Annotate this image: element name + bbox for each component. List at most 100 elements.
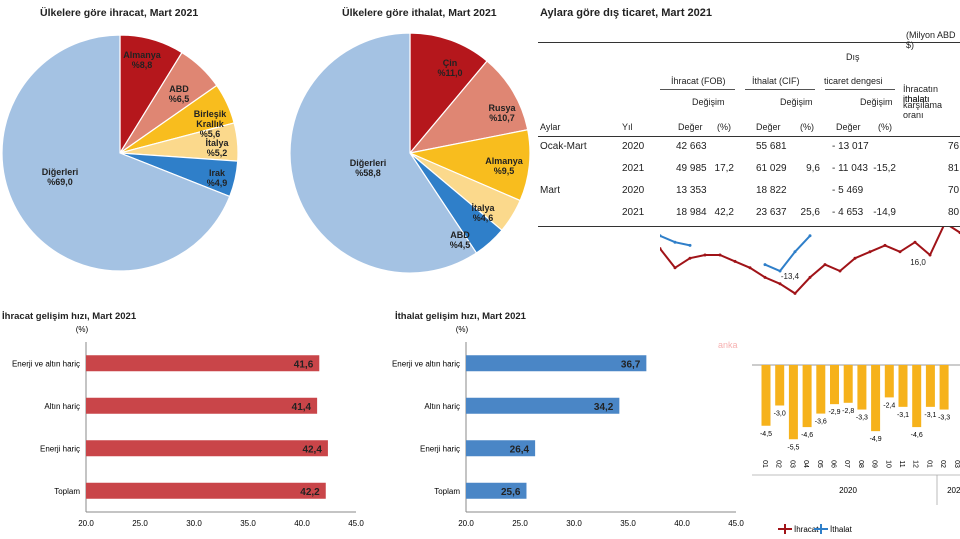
table-cell-r4-c6: 25,6: [800, 207, 820, 218]
import-growth-category-4: Toplam: [434, 487, 460, 496]
export-growth-tick-5: 40.0: [294, 519, 310, 528]
balance-value-9: -4,9: [870, 436, 882, 443]
th-balance-1b: Dış: [846, 52, 860, 62]
import-growth-bar-1: [466, 355, 647, 372]
import-pie-label-6: Diğerleri %58,8: [350, 158, 387, 178]
line-point-exports-4: [703, 253, 707, 257]
import-pie-slice-6: [290, 32, 478, 274]
line-point-exports-2: [673, 266, 677, 270]
table-cell-r2-c3: 49 985: [676, 163, 707, 174]
table-cell-r3-c1: Mart: [540, 185, 560, 196]
th-pct-2: (%): [800, 122, 814, 132]
import-growth-category-3: Enerji hariç: [420, 444, 460, 453]
balance-xlabel-12: 12: [912, 460, 919, 468]
import-growth-unit: (%): [456, 325, 469, 334]
export-growth-chart: (%) 20.0 25.0 30.0 35.0 40.0 45.0 Enerji ve alt…: [12, 325, 364, 528]
th-value-2: Değer: [756, 122, 781, 132]
table-cell-r1-c5: 55 681: [756, 141, 787, 152]
line-point-exports-14: [853, 256, 857, 260]
line-label-2: 16,0: [910, 258, 926, 267]
table-cell-r2-c4: 17,2: [714, 163, 734, 174]
line-point-exports-11: [808, 275, 812, 279]
table-head-rule: [538, 136, 960, 137]
line-point-exports-1: [660, 247, 662, 251]
import-growth-value-3: 26,4: [510, 444, 530, 455]
balance-bar-7: [843, 365, 853, 403]
th-coverage-1: İhracatın ithalatı: [903, 92, 938, 104]
line-point-exports-12: [823, 263, 827, 267]
import-growth-tick-3: 30.0: [566, 519, 582, 528]
export-growth-category-2: Altın hariç: [44, 402, 80, 411]
balance-bar-13: [925, 365, 935, 407]
export-pie-label-1: Almanya %8,8: [123, 50, 162, 70]
export-growth-bar-2: [86, 397, 318, 414]
table-cell-r3-c5: 18 822: [756, 185, 787, 196]
table-unit: (Milyon ABD $): [906, 30, 956, 50]
line-point-exports-15: [868, 250, 872, 254]
balance-value-10: -2,4: [883, 402, 895, 409]
balance-xlabel-9: 09: [871, 460, 878, 468]
balance-xlabel-15: 03: [953, 460, 960, 468]
balance-bar-8: [857, 365, 867, 410]
import-pie-slice-2: [408, 60, 529, 154]
export-pie-label-3: Birleşik Krallık %5,6: [194, 109, 228, 139]
table-cell-r1-c7: - 13 017: [832, 141, 869, 152]
th-balance-2b: ticaret dengesi: [824, 76, 883, 86]
balance-value-2: -3,0: [774, 411, 786, 418]
import-growth-chart: (%) 20.0 25.0 30.0 35.0 40.0 45.0 Enerji ve alt…: [392, 325, 744, 528]
export-growth-value-1: 41,6: [294, 359, 314, 370]
import-pie-label-3: Almanya %9,5: [485, 156, 524, 176]
export-growth-tick-6: 45.0: [348, 519, 364, 528]
export-growth-tick-3: 30.0: [186, 519, 202, 528]
export-growth-tick-1: 20.0: [78, 519, 94, 528]
balance-value-4: -4,6: [801, 432, 813, 439]
table-cell-r1-c3: 42 663: [676, 141, 707, 152]
balance-value-1: -4,5: [760, 431, 772, 438]
table-cell-r2-c9: 81,9: [948, 163, 960, 174]
export-pie-label-4: İtalya %5,2: [205, 138, 229, 158]
balance-value-8: -3,3: [856, 415, 868, 422]
export-growth-tick-2: 25.0: [132, 519, 148, 528]
import-growth-value-2: 34,2: [594, 402, 614, 413]
export-growth-bar-3: [86, 440, 328, 457]
table-cell-r3-c3: 13 353: [676, 185, 707, 196]
export-growth-bar-1: [86, 355, 320, 372]
table-bottom-rule: [538, 226, 960, 227]
balance-xlabel-1: 01: [761, 460, 768, 468]
line-point-imports-3: [688, 243, 692, 247]
import-pie-slice-1: [409, 32, 488, 155]
line-point-imports-2: [673, 240, 677, 244]
line-label-1: -13,4: [781, 272, 800, 281]
trade-table-body: Ocak-Mart 2020 42 663 55 681 - 13 017 76,6 202…: [538, 137, 960, 227]
balance-value-6: -2,9: [828, 409, 840, 416]
import-growth-tick-4: 35.0: [620, 519, 636, 528]
th-pct-1: (%): [717, 122, 731, 132]
table-cell-r2-c2: 2021: [622, 163, 645, 174]
export-growth-value-4: 42,2: [300, 487, 320, 498]
line-point-exports-19: [928, 253, 932, 257]
th-value-1: Değer: [678, 122, 703, 132]
import-growth-category-1: Enerji ve altın hariç: [392, 359, 460, 368]
table-cell-r3-c7: - 5 469: [832, 185, 864, 196]
import-growth-value-1: 36,7: [621, 359, 641, 370]
legend-exports-label: İhracat: [794, 525, 819, 534]
table-cell-r2-c5: 61 029: [756, 163, 787, 174]
import-pie-label-4: İtalya %4,6: [471, 203, 495, 223]
table-cell-r4-c2: 2021: [622, 207, 645, 218]
export-pie-label-6: Diğerleri %69,0: [42, 167, 79, 187]
export-growth-tick-4: 35.0: [240, 519, 256, 528]
balance-bar-12: [912, 365, 922, 428]
balance-xlabel-6: 06: [830, 460, 837, 468]
balance-xlabel-7: 07: [843, 460, 850, 468]
th-year: Yıl: [622, 122, 633, 132]
export-pie-label-5: Irak %4,9: [207, 168, 228, 188]
line-point-exports-10: [793, 291, 797, 295]
import-growth-tick-6: 45.0: [728, 519, 744, 528]
th-imports-b: İthalat (CIF): [752, 76, 800, 86]
export-pie-slice-6: [1, 34, 231, 272]
balance-bar-1: [761, 365, 771, 426]
export-growth-value-3: 42,4: [302, 444, 322, 455]
legend-imports-label: İthalat: [830, 525, 853, 534]
line-point-exports-16: [883, 243, 887, 247]
import-growth-value-4: 25,6: [501, 487, 521, 498]
